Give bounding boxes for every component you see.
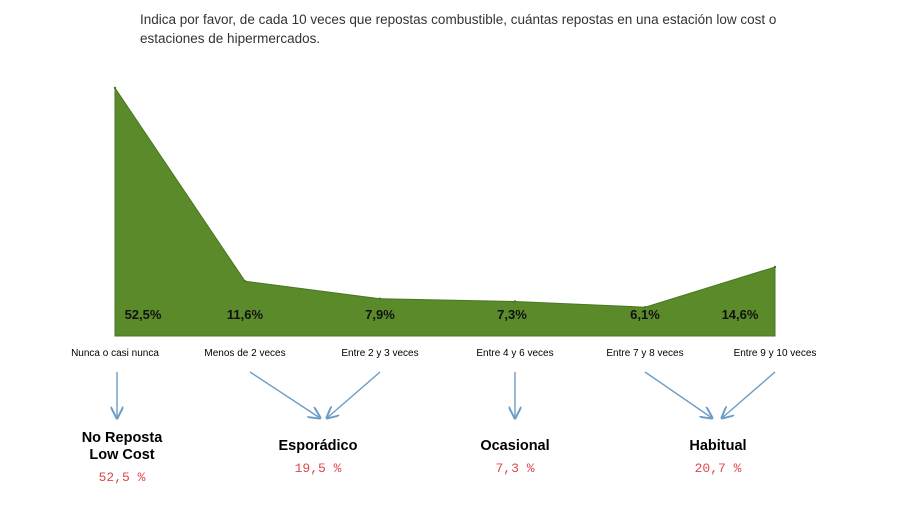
data-label: 6,1% — [630, 307, 660, 322]
grouping-arrow — [644, 371, 712, 418]
category-label: Entre 4 y 6 veces — [476, 348, 554, 359]
group-label: No Reposta Low Cost — [81, 430, 163, 463]
grouping-arrow — [722, 371, 776, 418]
data-point — [378, 297, 382, 300]
data-label: 14,6% — [722, 307, 759, 322]
data-label: 7,3% — [497, 307, 527, 322]
category-label: Entre 7 y 8 veces — [606, 348, 684, 359]
category-label: Menos de 2 veces — [204, 348, 286, 359]
group-percentage: 20,7 % — [694, 461, 742, 476]
area-series — [114, 86, 776, 337]
group-label: Esporádico — [278, 438, 358, 454]
group-percentage: 7,3 % — [495, 461, 535, 476]
group-label: Habitual — [689, 438, 747, 454]
data-label: 7,9% — [365, 307, 395, 322]
data-point — [513, 300, 517, 303]
data-label: 11,6% — [227, 307, 264, 322]
category-label: Nunca o casi nunca — [71, 348, 159, 359]
data-point — [643, 306, 647, 309]
data-point — [773, 265, 777, 269]
data-point — [243, 280, 247, 283]
category-label: Entre 2 y 3 veces — [341, 348, 419, 359]
data-point — [113, 86, 117, 90]
group-label: Ocasional — [480, 438, 550, 454]
group-percentage: 52,5 % — [98, 470, 146, 485]
grouping-arrow — [249, 371, 320, 418]
group-percentage: 19,5 % — [294, 461, 342, 476]
data-label: 52,5% — [125, 307, 162, 322]
grouping-arrow — [327, 371, 381, 418]
chart-title: Indica por favor, de cada 10 veces que r… — [140, 12, 777, 46]
category-label: Entre 9 y 10 veces — [733, 348, 817, 359]
